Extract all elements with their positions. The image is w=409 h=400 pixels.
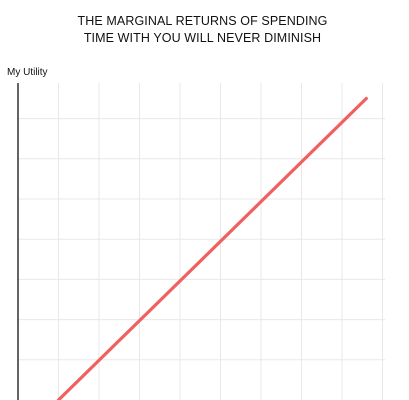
chart-title-line-2: TIME WITH YOU WILL NEVER DIMINISH: [83, 31, 322, 45]
chart-title: THE MARGINAL RETURNS OF SPENDING TIME WI…: [60, 13, 345, 47]
y-axis-label: My Utility: [7, 67, 48, 78]
chart-title-line-1: THE MARGINAL RETURNS OF SPENDING: [77, 14, 328, 28]
data-line: [56, 96, 368, 400]
